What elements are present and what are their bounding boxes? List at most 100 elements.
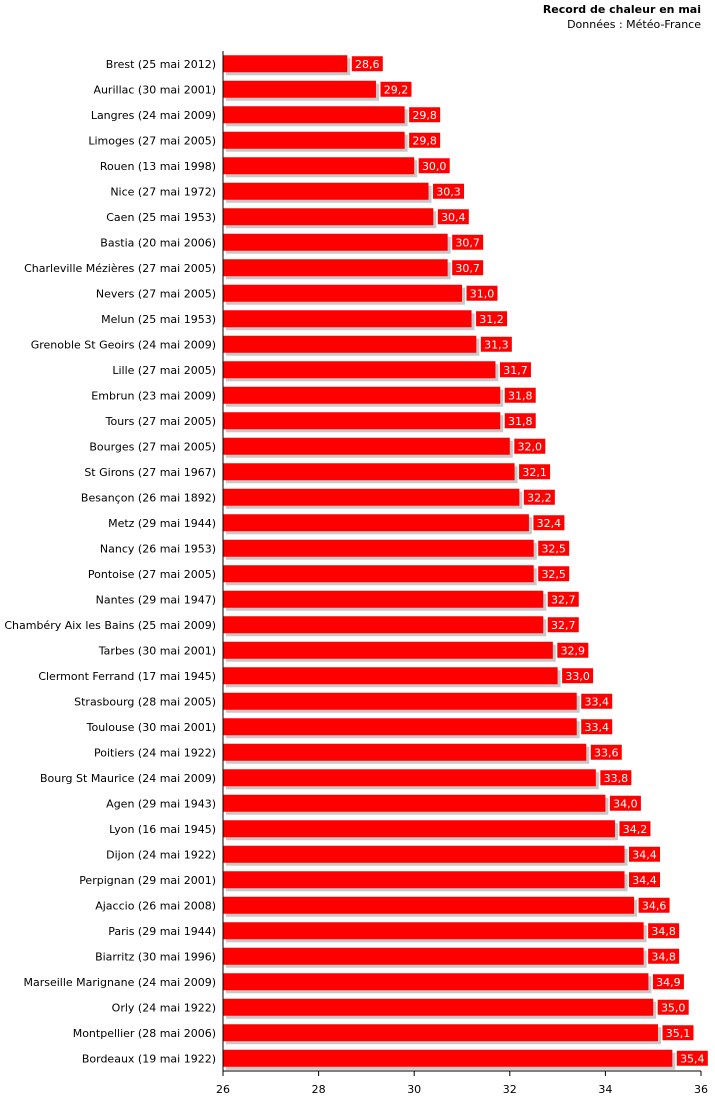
category-label: Embrun (23 mai 2009): [91, 389, 216, 402]
value-label-box: [503, 386, 537, 404]
value-label-box: [618, 820, 652, 838]
x-tick-label: 28: [312, 1083, 326, 1096]
value-label-box: [475, 310, 509, 328]
bar: [223, 871, 625, 889]
value-label: 32,9: [561, 644, 586, 657]
category-label: Bourges (27 mai 2005): [89, 440, 216, 453]
bar: [223, 1024, 658, 1042]
category-label: Lyon (16 mai 1945): [109, 823, 216, 836]
value-label-box: [408, 106, 442, 124]
value-label-box: [479, 335, 513, 353]
category-label: Montpellier (28 mai 2006): [73, 1027, 216, 1040]
value-label: 35,0: [661, 1001, 686, 1014]
value-label: 34,0: [613, 797, 638, 810]
x-tick-label: 36: [694, 1083, 708, 1096]
value-label-box: [628, 845, 662, 863]
value-label: 33,4: [584, 695, 609, 708]
value-label: 31,0: [470, 287, 495, 300]
chart-header: Record de chaleur en mai Données : Météo…: [543, 2, 701, 32]
value-label: 34,2: [623, 823, 648, 836]
value-label-box: [647, 922, 681, 940]
bar: [223, 590, 544, 608]
chart-subtitle: Données : Météo-France: [567, 18, 701, 31]
category-label: Biarritz (30 mai 1996): [95, 950, 216, 963]
x-tick-label: 30: [407, 1083, 421, 1096]
value-label-box: [451, 233, 485, 251]
category-label: Charleville Mézières (27 mai 2005): [24, 262, 216, 275]
bar: [223, 80, 376, 98]
value-label-box: [532, 514, 566, 532]
value-label-box: [518, 463, 552, 481]
category-label: Brest (25 mai 2012): [106, 58, 216, 71]
bar: [223, 947, 644, 965]
value-label: 32,0: [518, 440, 543, 453]
category-label: Aurillac (30 mai 2001): [93, 83, 216, 96]
bar: [223, 463, 515, 481]
value-label: 32,4: [537, 517, 562, 530]
value-label-box: [675, 1049, 709, 1067]
value-label-box: [580, 692, 614, 710]
value-label: 31,8: [508, 415, 533, 428]
bar: [223, 386, 501, 404]
bar: [223, 233, 448, 251]
value-label: 29,8: [412, 109, 437, 122]
category-label: Metz (29 mai 1944): [108, 517, 216, 530]
value-label: 34,4: [632, 874, 657, 887]
bar: [223, 514, 529, 532]
value-label-box: [546, 616, 580, 634]
value-label-box: [537, 565, 571, 583]
value-label-box: [546, 590, 580, 608]
category-label: Dijon (24 mai 1922): [106, 848, 216, 861]
category-label: Poitiers (24 mai 1922): [94, 746, 216, 759]
category-label: Grenoble St Geoirs (24 mai 2009): [31, 338, 216, 351]
value-label-box: [608, 794, 642, 812]
value-label-box: [599, 769, 633, 787]
x-tick-label: 34: [598, 1083, 612, 1096]
bar: [223, 208, 434, 226]
category-label: Strasbourg (28 mai 2005): [74, 695, 216, 708]
value-label: 28,6: [355, 58, 380, 71]
value-label: 29,2: [384, 83, 409, 96]
category-label: Nice (27 mai 1972): [110, 185, 216, 198]
value-label: 31,2: [479, 313, 504, 326]
category-label: Orly (24 mai 1922): [112, 1001, 216, 1014]
category-label: Caen (25 mai 1953): [106, 211, 216, 224]
value-label: 32,7: [551, 619, 576, 632]
category-label: Ajaccio (26 mai 2008): [95, 899, 216, 912]
bar: [223, 284, 462, 302]
bar: [223, 106, 405, 124]
bar: [223, 769, 596, 787]
value-label-box: [556, 641, 590, 659]
value-label: 34,4: [632, 848, 657, 861]
category-label: Tarbes (30 mai 2001): [98, 644, 216, 657]
category-label: Langres (24 mai 2009): [91, 109, 216, 122]
value-label-box: [522, 488, 556, 506]
bar: [223, 616, 544, 634]
value-label: 32,2: [527, 491, 552, 504]
bar: [223, 998, 654, 1016]
bar: [223, 1049, 673, 1067]
bar: [223, 973, 649, 991]
value-label: 35,4: [680, 1052, 705, 1065]
category-label: Nantes (29 mai 1947): [96, 593, 216, 606]
value-label-box: [561, 667, 595, 685]
chart-title: Record de chaleur en mai: [542, 3, 701, 16]
bar: [223, 896, 635, 914]
value-label-box: [379, 80, 413, 98]
value-label: 31,8: [508, 389, 533, 402]
bar: [223, 641, 553, 659]
value-label: 32,5: [541, 568, 566, 581]
category-label: Agen (29 mai 1943): [106, 797, 216, 810]
category-label: Bourg St Maurice (24 mai 2009): [40, 772, 216, 785]
value-label-box: [498, 361, 532, 379]
value-label: 35,1: [666, 1027, 691, 1040]
category-label: Marseille Marignane (24 mai 2009): [23, 976, 216, 989]
value-label-box: [537, 539, 571, 557]
value-label-box: [580, 718, 614, 736]
value-label: 33,8: [604, 772, 629, 785]
bar: [223, 743, 587, 761]
value-label: 30,4: [441, 211, 466, 224]
value-label-box: [628, 871, 662, 889]
bar: [223, 437, 510, 455]
